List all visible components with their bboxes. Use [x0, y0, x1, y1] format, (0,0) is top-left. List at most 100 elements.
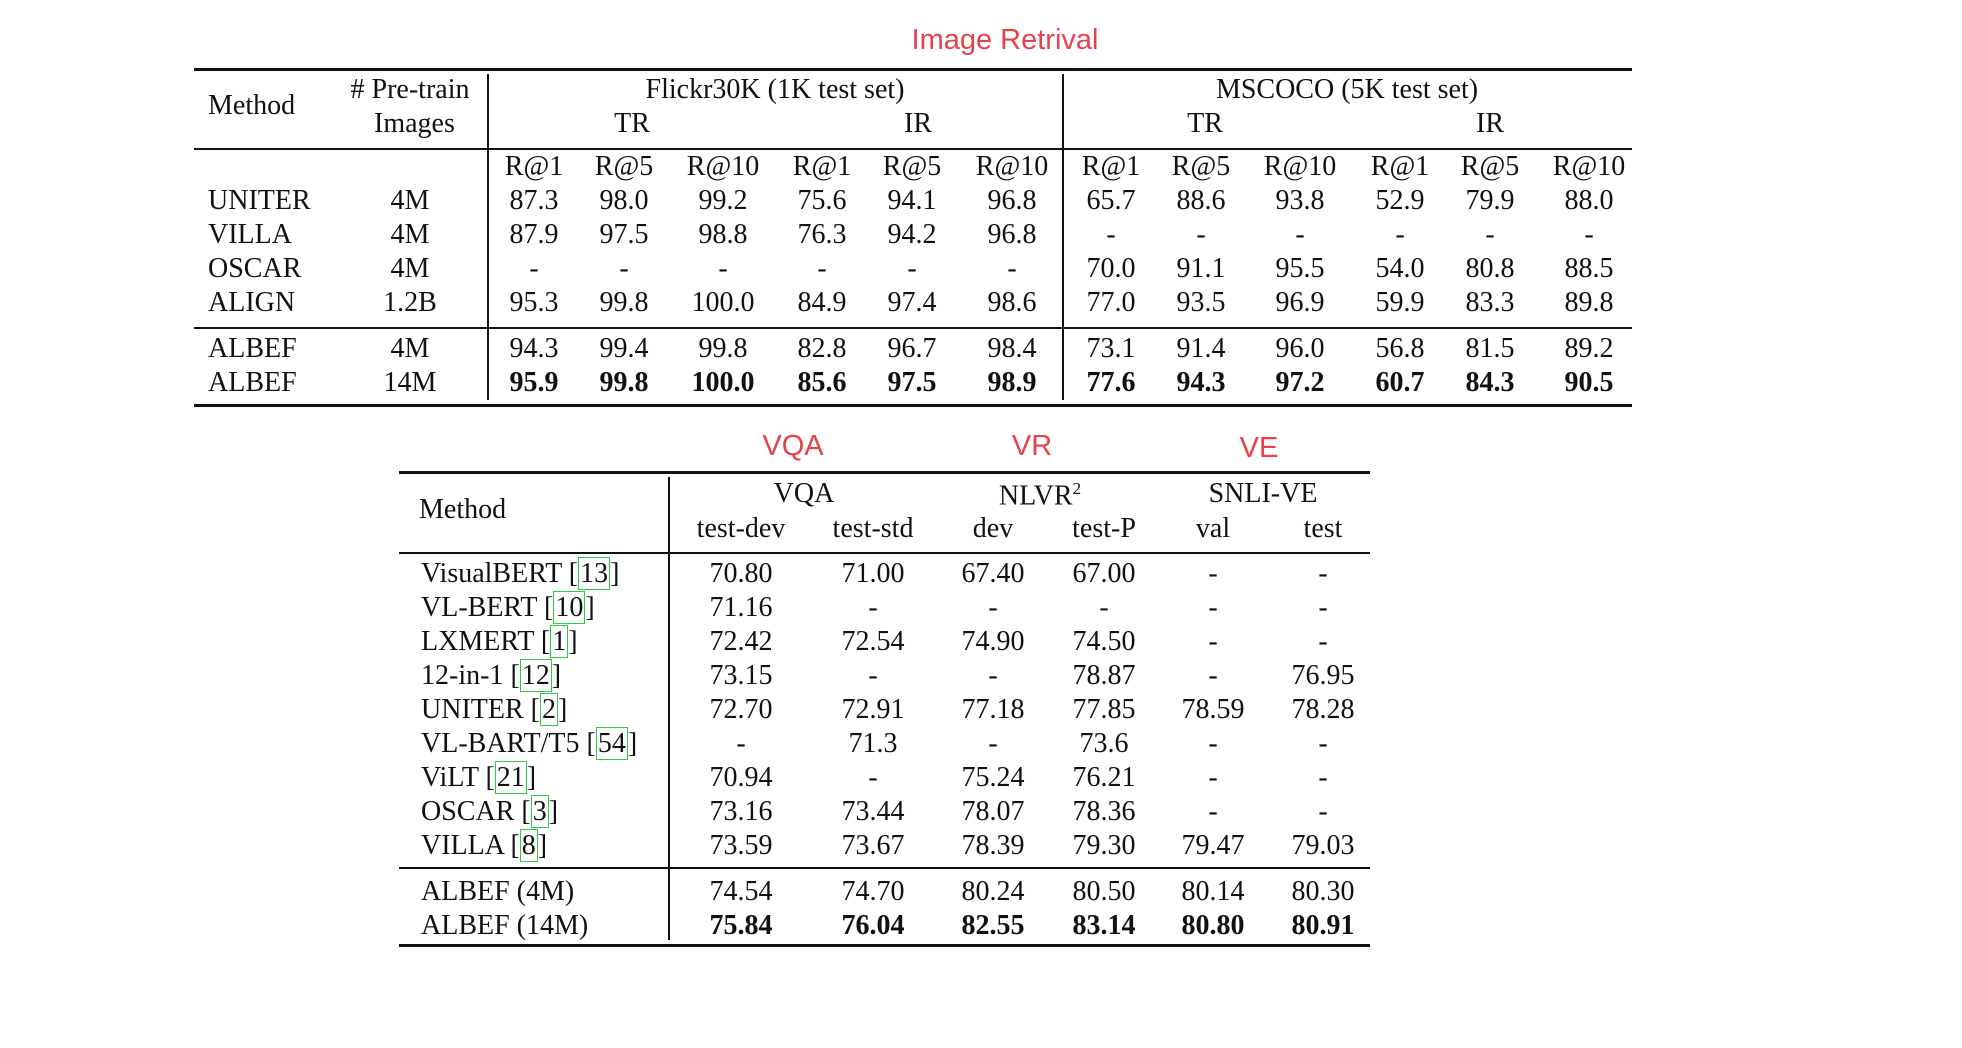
table1-value-cell: 89.8: [1564, 287, 1614, 318]
citation-number[interactable]: 8: [519, 829, 538, 862]
table1-images-cell: 4M: [390, 185, 430, 216]
table1-value-cell: 94.3: [509, 333, 559, 364]
label-vqa: VQA: [762, 430, 824, 462]
table2-method-cell: VL-BERT [10]: [421, 591, 595, 624]
table2-value-cell: 73.16: [709, 796, 773, 827]
table2-value-cell: -: [1208, 762, 1218, 793]
table1-value-cell: 100.0: [691, 287, 755, 318]
citation-link[interactable]: [2]: [523, 693, 568, 726]
table2-value-cell: -: [868, 762, 878, 793]
table2-value-cell: 79.47: [1181, 830, 1245, 861]
table1-mscoco-header: MSCOCO (5K test set): [1215, 74, 1479, 105]
table2-method-name: ViLT: [421, 762, 479, 793]
citation-link[interactable]: [1]: [533, 625, 578, 658]
table1-value-cell: 83.3: [1465, 287, 1515, 318]
table2-method-name: OSCAR: [421, 796, 515, 827]
table1-metric-header: R@5: [594, 151, 654, 182]
table1-value-cell: 77.6: [1086, 367, 1136, 398]
table2-value-cell: -: [988, 728, 998, 759]
table1-images-cell: 4M: [390, 219, 430, 250]
table2-value-cell: 78.59: [1181, 694, 1245, 725]
table2-value-cell: 71.00: [841, 558, 905, 589]
table1-metric-header: R@10: [1263, 151, 1337, 182]
table2-method-cell: LXMERT [1]: [421, 625, 578, 658]
table2-value-cell: 78.28: [1291, 694, 1355, 725]
table1-metric-header: R@5: [1460, 151, 1520, 182]
citation-link[interactable]: [12]: [503, 659, 562, 692]
table2-value-cell: 77.18: [961, 694, 1025, 725]
table1-value-cell: -: [1485, 219, 1495, 250]
table2-vqa-header: VQA: [773, 478, 835, 509]
table1-pretrain-header-line1: # Pre-train: [350, 74, 470, 105]
citation-link[interactable]: [10]: [537, 591, 595, 624]
table1-value-cell: -: [1106, 219, 1116, 250]
citation-number[interactable]: 13: [578, 557, 611, 590]
table1-value-cell: 94.1: [887, 185, 937, 216]
table2-value-cell: 79.30: [1072, 830, 1136, 861]
citation-number[interactable]: 2: [539, 693, 558, 726]
table2-method-name: UNITER: [421, 694, 524, 725]
table2-value-cell: 73.59: [709, 830, 773, 861]
table1-value-cell: 75.6: [797, 185, 847, 216]
table1-value-cell: 90.5: [1564, 367, 1614, 398]
table1-images-cell: 4M: [390, 333, 430, 364]
citation-link[interactable]: [54]: [579, 727, 638, 760]
table1-value-cell: 97.5: [887, 367, 937, 398]
table2-value-cell: 82.55: [961, 910, 1025, 941]
table1-value-cell: -: [1007, 253, 1017, 284]
table2-subheader-cell: val: [1195, 513, 1231, 544]
citation-link[interactable]: [21]: [478, 761, 537, 794]
table1-method-cell: VILLA: [208, 219, 292, 250]
table2-method-cell: OSCAR [3]: [421, 795, 559, 828]
table2-value-cell: 70.80: [709, 558, 773, 589]
table2-value-cell: -: [1208, 626, 1218, 657]
citation-number[interactable]: 21: [494, 761, 527, 794]
table2-vline: [668, 477, 670, 940]
table2-method-cell: VL-BART/T5 [54]: [421, 727, 638, 760]
table2-value-cell: -: [1208, 660, 1218, 691]
table1-metric-header: R@5: [1171, 151, 1231, 182]
table1-value-cell: 87.3: [509, 185, 559, 216]
table2-method-cell: UNITER [2]: [421, 693, 568, 726]
citation-number[interactable]: 12: [519, 659, 552, 692]
citation-number[interactable]: 10: [553, 591, 586, 624]
table2-value-cell: -: [868, 660, 878, 691]
table2-value-cell: 71.3: [848, 728, 898, 759]
citation-number[interactable]: 54: [595, 727, 628, 760]
table1-value-cell: 96.9: [1275, 287, 1325, 318]
citation-link[interactable]: [13]: [561, 557, 620, 590]
table1-value-cell: 96.8: [987, 185, 1037, 216]
table1-method-cell: ALIGN: [208, 287, 296, 318]
table2-nlvr-header: NLVR2: [998, 479, 1082, 512]
table2-method-name: VILLA: [421, 830, 504, 861]
table1-value-cell: 97.5: [599, 219, 649, 250]
table1-metric-header: R@10: [1552, 151, 1626, 182]
table2-value-cell: -: [988, 592, 998, 623]
table1-metric-header: R@10: [975, 151, 1049, 182]
citation-number[interactable]: 1: [550, 625, 569, 658]
table1-value-cell: 98.0: [599, 185, 649, 216]
citation-number[interactable]: 3: [530, 795, 549, 828]
table1-flickr-ir: IR: [904, 108, 932, 139]
table1-metric-header: R@1: [1081, 151, 1141, 182]
table2-value-cell: 76.04: [841, 910, 905, 941]
table1-metric-header: R@1: [792, 151, 852, 182]
table1-method-cell: OSCAR: [208, 253, 302, 284]
table2-value-cell: -: [988, 660, 998, 691]
table2-top-rule: [399, 471, 1370, 474]
table2-value-cell: 83.14: [1072, 910, 1136, 941]
table1-value-cell: 82.8: [797, 333, 847, 364]
table2-method-name: LXMERT: [421, 626, 534, 657]
table1-metric-header: R@1: [504, 151, 564, 182]
table1-value-cell: 95.3: [509, 287, 559, 318]
table2-value-cell: 73.44: [841, 796, 905, 827]
table2-value-cell: 80.24: [961, 876, 1025, 907]
citation-link[interactable]: [3]: [514, 795, 559, 828]
table2-method-name: ALBEF (14M): [421, 910, 589, 941]
table1-value-cell: 97.4: [887, 287, 937, 318]
table1-bottom-rule: [194, 404, 1632, 407]
table1-value-cell: 88.0: [1564, 185, 1614, 216]
citation-link[interactable]: [8]: [503, 829, 548, 862]
table2-value-cell: 74.90: [961, 626, 1025, 657]
table1-value-cell: 89.2: [1564, 333, 1614, 364]
